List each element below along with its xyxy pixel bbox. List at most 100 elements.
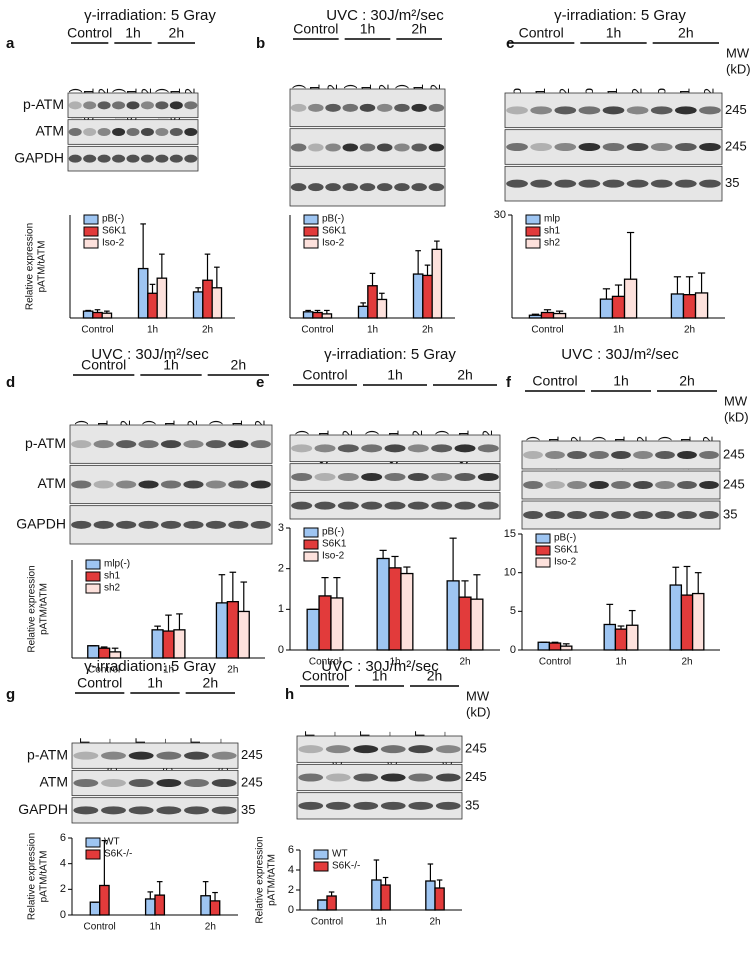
- band: [567, 481, 587, 489]
- band: [73, 751, 99, 760]
- legend-label: sh2: [544, 238, 561, 249]
- band: [626, 106, 649, 115]
- band: [394, 183, 410, 192]
- bar: [202, 279, 213, 319]
- band: [699, 179, 721, 188]
- band: [116, 520, 137, 529]
- band: [545, 451, 565, 459]
- bar: [388, 567, 402, 651]
- x-tick-label: Control: [531, 325, 563, 336]
- band: [394, 143, 410, 152]
- legend-swatch: [535, 545, 551, 556]
- bar: [682, 294, 697, 319]
- band: [68, 101, 82, 110]
- row-label: GAPDH: [18, 801, 68, 817]
- band: [454, 501, 476, 510]
- band: [384, 444, 406, 453]
- panel-letter: d: [6, 374, 15, 391]
- band: [205, 480, 226, 489]
- bar: [317, 899, 328, 911]
- error-bar: [176, 613, 183, 630]
- mw-label: 35: [723, 506, 737, 521]
- band: [376, 183, 393, 192]
- band: [650, 106, 673, 115]
- bar: [326, 895, 337, 911]
- x-tick-label: 2h: [205, 922, 216, 933]
- band: [211, 806, 237, 815]
- legend-swatch: [83, 226, 99, 237]
- band: [112, 154, 126, 163]
- legend-label: S6K1: [322, 539, 347, 550]
- x-tick-label: Control: [81, 325, 113, 336]
- bar: [537, 641, 551, 651]
- bar: [312, 311, 323, 319]
- y-tick-label: 3: [278, 522, 284, 534]
- band: [650, 143, 673, 151]
- mw-label: 35: [725, 175, 739, 190]
- error-bar: [154, 625, 161, 630]
- bar: [92, 311, 103, 319]
- band: [428, 143, 445, 152]
- band: [506, 179, 528, 188]
- mw-label: 35: [241, 802, 255, 817]
- legend-label: pB(-): [322, 527, 344, 538]
- legend-swatch: [303, 551, 319, 562]
- x-tick-label: 2h: [681, 657, 692, 668]
- y-axis-label: Relative expression: [25, 223, 36, 310]
- error-bar: [229, 571, 237, 602]
- bar: [101, 312, 113, 319]
- band: [699, 143, 721, 151]
- band: [128, 806, 154, 815]
- band: [71, 480, 92, 489]
- band: [408, 773, 434, 782]
- band: [655, 451, 675, 459]
- panel-title: UVC : 30J/m²/sec: [561, 346, 679, 363]
- bar: [321, 313, 333, 319]
- x-tick-label: Control: [88, 665, 120, 676]
- band: [71, 440, 92, 449]
- error-bar: [697, 272, 706, 293]
- row-label: ATM: [35, 123, 64, 139]
- bar: [376, 557, 390, 651]
- error-bar: [373, 859, 380, 880]
- band: [291, 473, 313, 481]
- row-label: p-ATM: [27, 746, 68, 762]
- legend-swatch: [313, 861, 329, 872]
- bar: [425, 880, 436, 911]
- legend-swatch: [85, 849, 101, 860]
- error-bar: [379, 292, 385, 300]
- error-bar: [100, 646, 108, 649]
- band: [361, 473, 383, 481]
- band: [325, 103, 341, 112]
- x-tick-label: 1h: [375, 917, 386, 928]
- legend-label: S6K1: [554, 545, 579, 556]
- legend-swatch: [535, 533, 551, 544]
- bar: [215, 602, 229, 659]
- bar: [376, 298, 388, 319]
- bar: [691, 592, 705, 651]
- error-bar: [531, 313, 540, 316]
- band: [530, 106, 553, 115]
- band: [314, 444, 336, 453]
- legend-label: sh1: [544, 226, 561, 237]
- band: [126, 128, 140, 136]
- band: [674, 106, 697, 115]
- y-tick-label: 2: [288, 884, 294, 896]
- band: [380, 801, 406, 810]
- error-bar: [543, 309, 552, 313]
- bar: [694, 292, 709, 319]
- error-bar: [85, 309, 91, 312]
- legend-label: WT: [104, 837, 120, 848]
- band: [325, 801, 351, 810]
- row-label: p-ATM: [25, 435, 66, 451]
- band: [169, 128, 183, 136]
- band: [342, 143, 359, 152]
- row-label: ATM: [39, 774, 68, 790]
- band: [290, 183, 307, 192]
- band: [97, 154, 111, 163]
- band: [477, 473, 499, 481]
- band: [337, 444, 359, 453]
- legend-label: pB(-): [322, 214, 344, 225]
- band: [567, 451, 587, 459]
- group-label: Control: [67, 25, 112, 41]
